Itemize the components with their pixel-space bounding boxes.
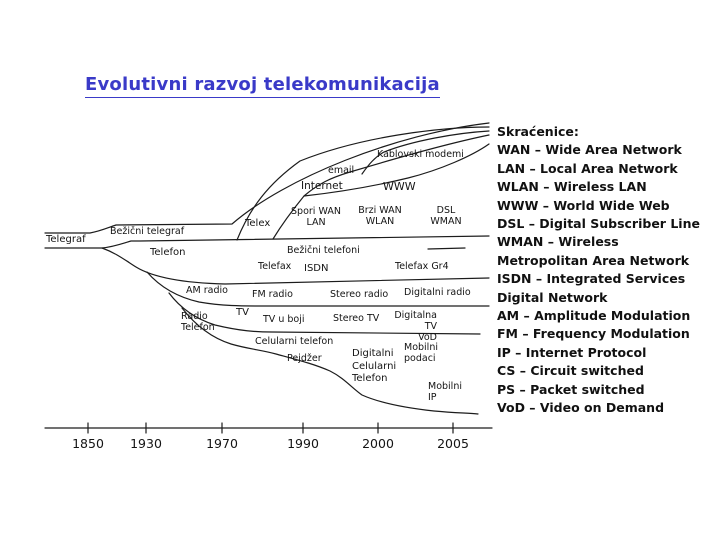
diagram-label-stereo-radio: Stereo radio	[330, 289, 389, 300]
timeline-year-2005: 2005	[437, 436, 469, 451]
page-title: Evolutivni razvoj telekomunikacija	[85, 74, 440, 98]
diagram-label-kablovski-modemi: Kablovski modemi	[377, 149, 464, 160]
diagram-label-mobilni-ip: Mobilni IP	[428, 381, 462, 404]
curve-telex	[236, 126, 490, 241]
diagram-label-pejdzer: Pejdžer	[287, 353, 322, 364]
curve-kablovski-modemi	[361, 130, 490, 175]
curve-bezicni-telefoni-segment	[427, 247, 466, 250]
diagram-label-email: email	[328, 165, 355, 176]
legend-item: WMAN – Wireless Metropolitan Area Networ…	[497, 234, 690, 268]
legend-item: IP – Internet Protocol	[497, 344, 647, 360]
diagram-label-am-radio: AM radio	[186, 285, 228, 296]
diagram-label-bezicni-telefoni: Bežični telefoni	[287, 245, 360, 256]
legend-item: AM – Amplitude Modulation	[497, 308, 691, 324]
legend-item: WLAN – Wireless LAN	[497, 179, 647, 195]
diagram-label-digitalna-tv-vod: Digitalna TV VoD	[394, 310, 437, 344]
curve-main-trunk	[44, 235, 490, 249]
diagram-label-spori-wan-lan: Spori WAN LAN	[291, 206, 341, 229]
diagram-label-tv: TV	[236, 307, 249, 318]
curve-cellular	[181, 307, 479, 415]
diagram-label-tv-u-boji: TV u boji	[263, 314, 305, 325]
diagram-label-telegraf: Telegraf	[46, 234, 86, 245]
legend-item: DSL – Digital Subscriber Line	[497, 216, 700, 232]
legend-item: LAN – Local Area Network	[497, 160, 678, 176]
legend-item: CS – Circuit switched	[497, 363, 644, 379]
diagram-label-brzi-wan-wlan: Brzi WAN WLAN	[358, 205, 402, 228]
timeline-year-2000: 2000	[362, 436, 394, 451]
diagram-label-stereo-tv: Stereo TV	[333, 313, 380, 324]
diagram-label-digitalni-celularni-telefon: Digitalni Celularni Telefon	[352, 348, 397, 384]
diagram-label-internet: Internet	[301, 180, 343, 192]
curve-radio	[146, 271, 490, 307]
timeline-year-1990: 1990	[287, 436, 319, 451]
legend-title: Skraćenice:	[497, 124, 579, 139]
diagram-label-telefon: Telefon	[150, 247, 186, 258]
timeline-year-1930: 1930	[130, 436, 162, 451]
curve-telefon	[101, 247, 490, 285]
diagram-label-telefax: Telefax	[258, 261, 292, 272]
curve-internet-upper	[272, 134, 490, 240]
diagram-label-dsl-wman: DSL WMAN	[430, 205, 462, 228]
diagram-label-mobilni-podaci: Mobilni podaci	[404, 342, 438, 365]
diagram-label-telex: Telex	[245, 218, 271, 229]
diagram-label-isdn: ISDN	[304, 263, 329, 274]
curve-tv	[168, 292, 481, 335]
curve-bezicni-telegraf	[44, 122, 490, 234]
legend-item: ISDN – Integrated Services Digital Netwo…	[497, 271, 686, 305]
diagram-label-digitalni-radio: Digitalni radio	[404, 287, 471, 298]
diagram-label-radio-telefon: Radio Telefon	[181, 311, 215, 334]
timeline-year-1970: 1970	[206, 436, 238, 451]
legend-item: FM – Frequency Modulation	[497, 326, 690, 342]
legend-item: PS – Packet switched	[497, 381, 645, 397]
legend-item: WWW – World Wide Web	[497, 197, 670, 213]
legend-items: WAN – Wide Area Network LAN – Local Area …	[497, 141, 711, 417]
curve-internet-lower	[303, 143, 490, 197]
diagram-label-bezicni-telegraf: Bežični telegraf	[110, 226, 185, 237]
diagram-label-fm-radio: FM radio	[252, 289, 293, 300]
diagram-label-telefax-gr4: Telefax Gr4	[395, 261, 449, 272]
legend-item: VoD – Video on Demand	[497, 400, 665, 416]
diagram-label-celularni-telefon: Celularni telefon	[255, 336, 334, 347]
legend: Skraćenice: WAN – Wide Area Network LAN –…	[497, 123, 711, 418]
legend-item: WAN – Wide Area Network	[497, 142, 682, 158]
timeline-year-1850: 1850	[72, 436, 104, 451]
diagram-label-www: WWW	[383, 180, 416, 193]
